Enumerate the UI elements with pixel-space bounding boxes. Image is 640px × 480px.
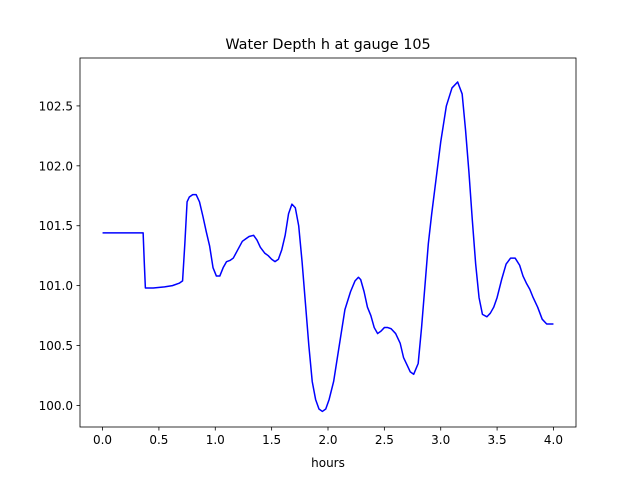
chart-title: Water Depth h at gauge 105: [225, 37, 430, 53]
plot-area: [102, 81, 554, 413]
x-tick-label: 2.0: [318, 433, 337, 447]
x-tick-label: 2.5: [375, 433, 394, 447]
x-tick-label: 1.5: [262, 433, 281, 447]
x-tick-label: 1.0: [206, 433, 225, 447]
series-line-0: [102, 81, 554, 413]
y-tick-label: 100.5: [39, 339, 73, 353]
y-tick-label: 100.0: [39, 399, 73, 413]
y-tick-label: 102.5: [39, 99, 73, 113]
x-tick-label: 4.0: [544, 433, 563, 447]
x-tick-label: 0.0: [93, 433, 112, 447]
y-tick-label: 101.0: [39, 279, 73, 293]
x-tick-label: 0.5: [149, 433, 168, 447]
x-tick-label: 3.0: [431, 433, 450, 447]
x-tick-label: 3.5: [488, 433, 507, 447]
y-tick-label: 102.0: [39, 159, 73, 173]
axes: 0.0 0.5 1.0 1.5 2.0 2.5 3.0 3.5 4.0 100.0 100.5 101…: [39, 57, 577, 447]
y-tick-label: 101.5: [39, 219, 73, 233]
x-axis-label: hours: [311, 456, 345, 470]
